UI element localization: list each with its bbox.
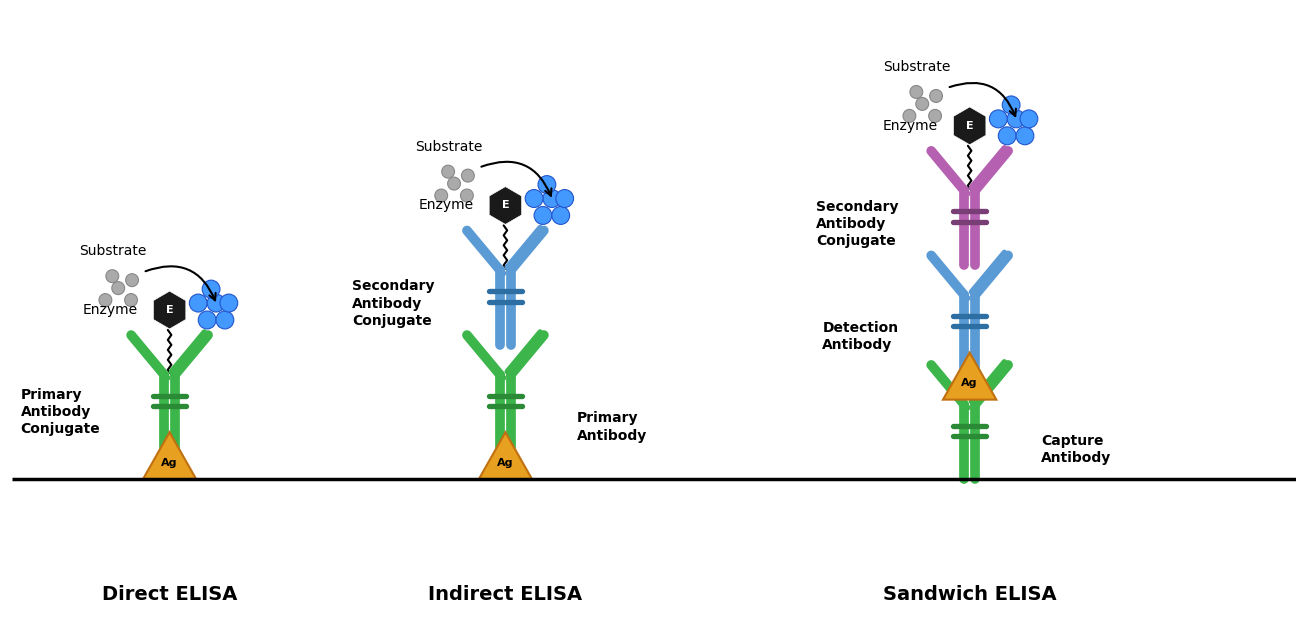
Circle shape <box>1008 110 1025 128</box>
Text: Ag: Ag <box>497 458 514 468</box>
Text: E: E <box>166 305 174 315</box>
Circle shape <box>447 177 460 190</box>
Circle shape <box>534 207 551 224</box>
Polygon shape <box>153 291 185 329</box>
Circle shape <box>930 89 943 103</box>
Circle shape <box>1016 127 1034 145</box>
Circle shape <box>903 110 916 122</box>
Text: E: E <box>502 200 510 210</box>
Text: Indirect ELISA: Indirect ELISA <box>428 585 582 604</box>
Text: Secondary
Antibody
Conjugate: Secondary Antibody Conjugate <box>351 280 434 328</box>
Polygon shape <box>943 353 996 399</box>
Circle shape <box>556 190 573 207</box>
Circle shape <box>462 169 475 182</box>
Circle shape <box>1003 96 1019 114</box>
Text: Capture
Antibody: Capture Antibody <box>1040 433 1112 465</box>
Circle shape <box>106 270 119 283</box>
Circle shape <box>551 207 569 224</box>
Circle shape <box>99 294 112 307</box>
Circle shape <box>202 280 220 298</box>
Text: Primary
Antibody
Conjugate: Primary Antibody Conjugate <box>21 388 100 437</box>
Circle shape <box>125 294 137 307</box>
Circle shape <box>126 273 139 287</box>
Circle shape <box>929 110 942 122</box>
Text: Secondary
Antibody
Conjugate: Secondary Antibody Conjugate <box>816 200 899 248</box>
Circle shape <box>916 98 929 110</box>
Circle shape <box>525 190 543 207</box>
Text: Sandwich ELISA: Sandwich ELISA <box>883 585 1057 604</box>
Circle shape <box>198 311 217 329</box>
Text: Substrate: Substrate <box>415 140 482 154</box>
Circle shape <box>217 311 233 329</box>
Text: Primary
Antibody: Primary Antibody <box>577 411 647 443</box>
Text: Enzyme: Enzyme <box>419 198 473 212</box>
Circle shape <box>220 294 237 312</box>
Polygon shape <box>953 107 986 145</box>
FancyArrowPatch shape <box>949 83 1016 116</box>
Circle shape <box>538 176 556 193</box>
Circle shape <box>434 189 447 202</box>
FancyArrowPatch shape <box>481 162 551 196</box>
Circle shape <box>460 189 473 202</box>
Circle shape <box>990 110 1008 128</box>
Text: E: E <box>966 121 974 131</box>
Polygon shape <box>143 432 196 479</box>
Text: Ag: Ag <box>161 458 178 468</box>
Circle shape <box>189 294 208 312</box>
Circle shape <box>112 282 125 295</box>
Text: Enzyme: Enzyme <box>883 119 938 133</box>
Circle shape <box>543 190 560 207</box>
Text: Substrate: Substrate <box>79 244 147 258</box>
Circle shape <box>910 86 922 98</box>
FancyArrowPatch shape <box>145 266 215 301</box>
Text: Detection
Antibody: Detection Antibody <box>822 321 899 352</box>
Circle shape <box>1019 110 1038 128</box>
Circle shape <box>999 127 1016 145</box>
Text: Direct ELISA: Direct ELISA <box>102 585 237 604</box>
Polygon shape <box>479 432 532 479</box>
Text: Substrate: Substrate <box>883 60 951 74</box>
Text: Enzyme: Enzyme <box>83 303 137 317</box>
Polygon shape <box>489 186 521 224</box>
Text: Ag: Ag <box>961 379 978 389</box>
Circle shape <box>442 165 454 178</box>
Circle shape <box>208 294 224 312</box>
